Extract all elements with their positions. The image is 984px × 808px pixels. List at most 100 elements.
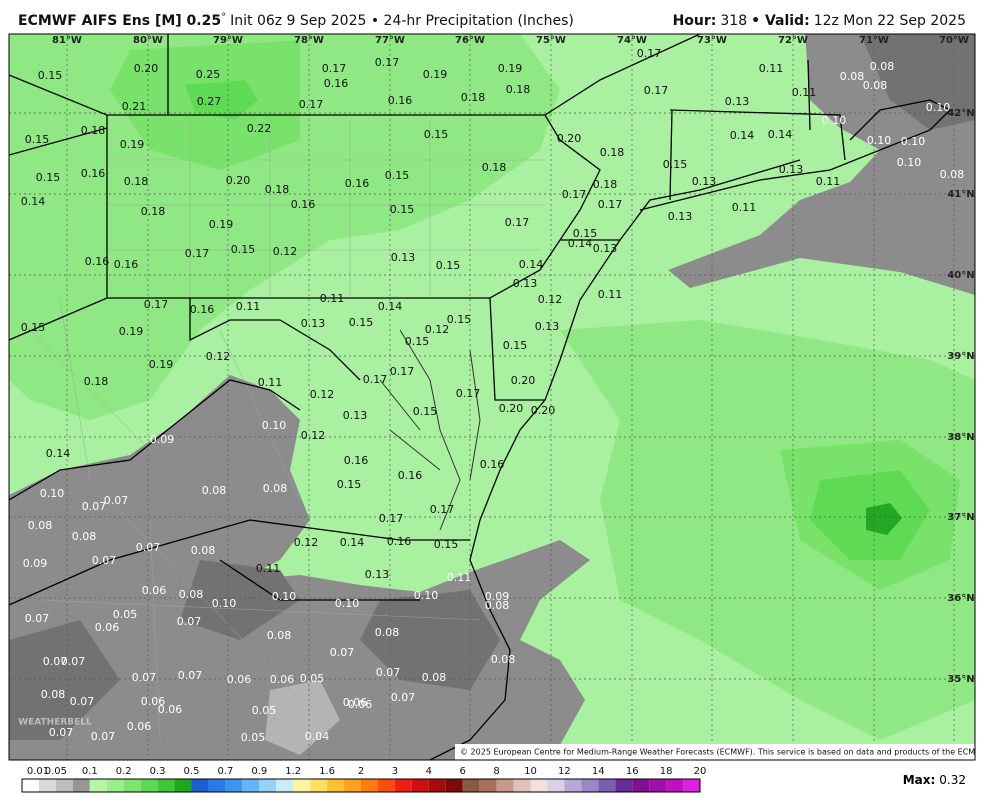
point-label: 0.08: [375, 626, 400, 639]
latitude-label: 37°N: [947, 512, 974, 523]
colorbar-swatch: [327, 779, 345, 792]
point-label: 0.15: [337, 478, 362, 491]
header-left: ECMWF AIFS Ens [M] 0.25° Init 06z 9 Sep 2…: [18, 12, 574, 29]
colorbar-swatch: [377, 779, 395, 792]
point-label: 0.13: [391, 251, 416, 264]
colorbar-swatch: [140, 779, 158, 792]
point-label: 0.15: [36, 171, 61, 184]
colorbar-label: 4: [426, 766, 432, 777]
point-label: 0.14: [519, 258, 544, 271]
point-label: 0.08: [179, 588, 204, 601]
point-label: 0.13: [343, 409, 368, 422]
point-label: 0.17: [598, 198, 623, 211]
point-label: 0.14: [730, 129, 755, 142]
point-label: 0.06: [127, 720, 152, 733]
colorbar-swatch: [225, 779, 243, 792]
point-label: 0.20: [511, 374, 536, 387]
point-label: 0.15: [390, 203, 415, 216]
colorbar-swatch: [106, 779, 124, 792]
map-frame: [8, 33, 976, 761]
point-label: 0.07: [132, 671, 157, 684]
point-label: 0.16: [387, 535, 412, 548]
colorbar-swatch: [259, 779, 277, 792]
colorbar-swatch: [530, 779, 548, 792]
colorbar-label: 18: [660, 766, 673, 777]
colorbar-swatch: [174, 779, 192, 792]
point-label: 0.08: [72, 530, 97, 543]
point-label: 0.17: [144, 298, 169, 311]
point-label: 0.11: [236, 300, 261, 313]
colorbar-label: 14: [592, 766, 605, 777]
point-label: 0.15: [413, 405, 438, 418]
green-area: [560, 320, 975, 740]
max: Max: 0.32: [903, 773, 966, 787]
point-label: 0.08: [28, 519, 53, 532]
point-label: 0.17: [637, 47, 662, 60]
point-label: 0.17: [363, 373, 388, 386]
colorbar-swatch: [55, 779, 73, 792]
point-label: 0.10: [897, 156, 922, 169]
point-label: 0.14: [378, 300, 403, 313]
point-label: 0.07: [92, 554, 117, 567]
colorbar-swatch: [649, 779, 667, 792]
colorbar-swatch: [598, 779, 616, 792]
copyright-box: [455, 744, 975, 760]
point-label: 0.18: [84, 375, 109, 388]
point-label: 0.15: [663, 158, 688, 171]
point-label: 0.06: [142, 584, 167, 597]
colorbar-swatch: [615, 779, 633, 792]
green-area: [866, 503, 902, 535]
point-label: 0.15: [424, 128, 449, 141]
point-label: 0.07: [136, 541, 161, 554]
map-labels: 0.150.20 0.25 0.17 0.170.160.19 0.190.180.17…: [21, 47, 965, 744]
point-label: 0.13: [301, 317, 326, 330]
colorbar: 0.010.05 0.1 0.2 0.3 0.5 0.7 0.9 1.2 1.6 2 3 4 6 8 10 1…: [21, 766, 707, 793]
colorbar-swatch: [428, 779, 446, 792]
point-label: 0.11: [759, 62, 784, 75]
point-label: 0.06: [348, 698, 373, 711]
point-label: 0.17: [505, 216, 530, 229]
point-label: 0.12: [206, 350, 231, 363]
point-label: 0.21: [122, 100, 147, 113]
point-label: 0.13: [365, 568, 390, 581]
subtitle: Init 06z 9 Sep 2025 • 24-hr Precipitatio…: [230, 13, 574, 29]
point-label: 0.15: [21, 321, 46, 334]
point-label: 0.16: [388, 94, 413, 107]
point-label: 0.08: [41, 688, 66, 701]
point-label: 0.05: [241, 731, 266, 744]
degree: °: [221, 12, 226, 23]
point-label: 0.18: [482, 161, 507, 174]
point-label: 0.14: [340, 536, 365, 549]
colorbar-label: 3: [392, 766, 398, 777]
header-right: Hour: 318 • Valid: 12z Mon 22 Sep 2025: [673, 13, 966, 29]
colorbar-swatch: [123, 779, 141, 792]
latitude-label: 40°N: [947, 270, 974, 281]
valid-label: • Valid:: [751, 13, 810, 29]
point-label: 0.08: [863, 79, 888, 92]
point-label: 0.10: [262, 419, 287, 432]
gray-area: [265, 680, 340, 755]
point-label: 0.08: [491, 653, 516, 666]
point-label: 0.15: [38, 69, 63, 82]
colorbar-swatch: [547, 779, 565, 792]
colorbar-label: 20: [694, 766, 707, 777]
point-label: 0.07: [178, 669, 203, 682]
county-lines: [29, 120, 545, 741]
gray-area: [9, 560, 500, 740]
colorbar-label: 0.01: [27, 766, 49, 777]
colorbar-swatch: [394, 779, 412, 792]
point-label: 0.14: [46, 447, 71, 460]
point-label: 0.11: [816, 175, 841, 188]
point-label: 0.15: [231, 243, 256, 256]
longitude-label: 70°W: [939, 35, 969, 46]
point-label: 0.10: [901, 135, 926, 148]
colorbar-swatch: [157, 779, 175, 792]
point-label: 0.07: [376, 666, 401, 679]
point-label: 0.18: [593, 178, 618, 191]
point-label: 0.19: [120, 138, 145, 151]
hour: 318: [720, 13, 747, 29]
point-label: 0.13: [725, 95, 750, 108]
colorbar-swatch: [632, 779, 650, 792]
point-label: 0.17: [185, 247, 210, 260]
